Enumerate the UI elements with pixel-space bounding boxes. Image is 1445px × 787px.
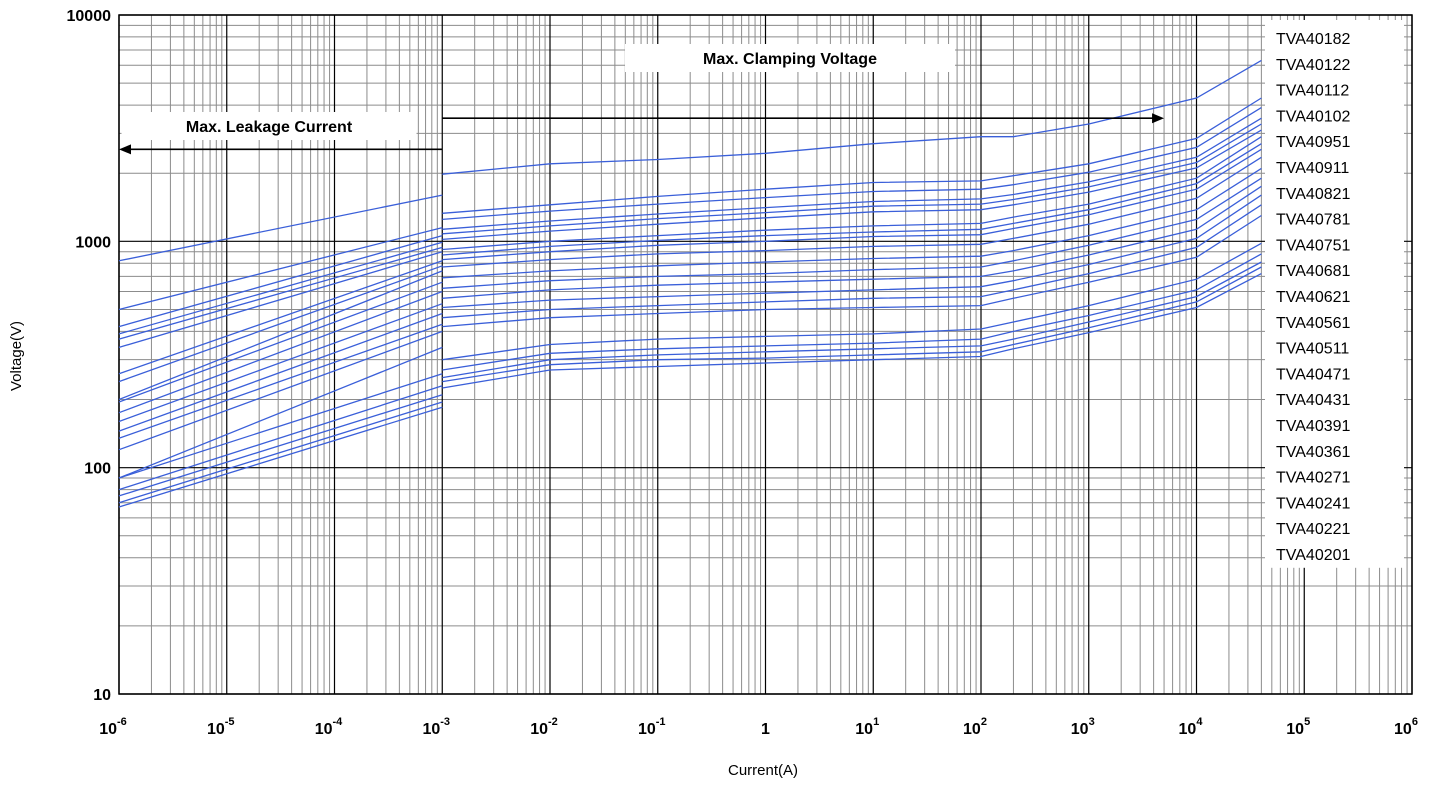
y-tick-label: 10 <box>93 687 111 704</box>
annotation-arrowhead-clamp <box>1152 113 1165 124</box>
plot-frame <box>118 14 1413 695</box>
series-line-clamping-TVA40361 <box>442 242 1262 361</box>
series-line-clamping-TVA40511 <box>442 185 1262 299</box>
series-line-leakage-TVA40751 <box>118 270 443 401</box>
series-line-leakage-TVA40112 <box>118 234 443 328</box>
series-line-clamping-TVA40561 <box>442 177 1262 289</box>
legend-entry-TVA40431: TVA40431 <box>1276 392 1351 409</box>
series-line-leakage-TVA40241 <box>118 394 443 497</box>
series-line-clamping-TVA40201 <box>442 273 1262 389</box>
y-tick-label: 10000 <box>67 8 112 25</box>
series-line-clamping-TVA40182 <box>442 59 1262 175</box>
x-tick-exponent: -1 <box>656 716 666 728</box>
series-line-leakage-TVA40681 <box>118 281 443 403</box>
series-line-leakage-TVA40361 <box>118 373 443 479</box>
series-line-leakage-TVA40781 <box>118 265 443 383</box>
series-line-clamping-TVA40102 <box>442 117 1262 230</box>
x-tick-exponent: 2 <box>981 716 987 728</box>
y-axis-label: Voltage(V) <box>8 321 25 391</box>
series-line-clamping-TVA40911 <box>442 129 1262 241</box>
x-tick-exponent: 3 <box>1089 716 1095 728</box>
annotation-label-clamp: Max. Clamping Voltage <box>703 51 877 68</box>
x-tick-exponent: -3 <box>440 716 450 728</box>
series-line-leakage-TVA40511 <box>118 312 443 432</box>
series-line-clamping-TVA40951 <box>442 123 1262 235</box>
legend-entry-TVA40821: TVA40821 <box>1276 186 1351 203</box>
legend-entry-TVA40681: TVA40681 <box>1276 263 1351 280</box>
legend: TVA40182 TVA40122 TVA40112 TVA40102 TVA40951… <box>1265 20 1404 568</box>
series-line-leakage-TVA40122 <box>118 226 443 311</box>
annotations: Max. Clamping Voltage Max. Leakage Curren… <box>119 44 1165 155</box>
legend-box <box>1265 20 1404 568</box>
x-tick-exponent: -2 <box>548 716 558 728</box>
series-line-clamping-TVA40221 <box>442 266 1262 383</box>
series-line-leakage-TVA40102 <box>118 241 443 335</box>
legend-entry-TVA40201: TVA40201 <box>1276 547 1351 564</box>
series-line-clamping-TVA40391 <box>442 214 1262 328</box>
series-line-clamping-TVA40271 <box>442 253 1262 371</box>
series-line-leakage-TVA40201 <box>118 406 443 508</box>
series-line-clamping-TVA40751 <box>442 148 1262 261</box>
x-tick-exponent: 4 <box>1196 716 1203 728</box>
legend-entry-TVA40122: TVA40122 <box>1276 57 1351 74</box>
series-line-clamping-TVA40122 <box>442 97 1262 214</box>
legend-entry-TVA40911: TVA40911 <box>1276 160 1349 177</box>
series-line-clamping-TVA40471 <box>442 194 1262 309</box>
x-tick-label: 1 <box>761 721 770 738</box>
legend-entry-TVA40781: TVA40781 <box>1276 212 1351 229</box>
series-line-leakage-TVA40951 <box>118 246 443 340</box>
series-line-leakage-TVA40621 <box>118 290 443 414</box>
x-tick-exponent: -4 <box>333 716 344 728</box>
y-tick-label: 100 <box>84 461 111 478</box>
x-axis-label: Current(A) <box>728 762 798 779</box>
legend-entry-TVA40221: TVA40221 <box>1276 521 1351 538</box>
series-line-leakage-TVA40561 <box>118 303 443 423</box>
series-line-leakage-TVA40221 <box>118 401 443 504</box>
legend-entry-TVA40361: TVA40361 <box>1276 444 1351 461</box>
legend-entry-TVA40951: TVA40951 <box>1276 134 1351 151</box>
legend-entry-TVA40561: TVA40561 <box>1276 315 1351 332</box>
series-line-clamping-TVA40431 <box>442 204 1262 319</box>
legend-entry-TVA40182: TVA40182 <box>1276 31 1351 48</box>
x-tick-exponent: 5 <box>1304 716 1310 728</box>
legend-entry-TVA40621: TVA40621 <box>1276 289 1351 306</box>
annotation-label-leak: Max. Leakage Current <box>186 119 353 136</box>
legend-entry-TVA40102: TVA40102 <box>1276 108 1351 125</box>
series-line-clamping-TVA40112 <box>442 107 1262 221</box>
legend-entry-TVA40471: TVA40471 <box>1276 366 1351 383</box>
x-tick-exponent: 6 <box>1412 716 1418 728</box>
series-line-leakage-TVA40821 <box>118 260 443 375</box>
series-line-clamping-TVA40821 <box>442 136 1262 251</box>
annotation-box-clamp <box>625 44 955 72</box>
x-tick-exponent: -5 <box>225 716 235 728</box>
y-tick-label: 1000 <box>75 234 111 251</box>
series-line-leakage-TVA40431 <box>118 330 443 451</box>
legend-entry-TVA40511: TVA40511 <box>1276 341 1349 358</box>
series-line-clamping-TVA40621 <box>442 167 1262 279</box>
series-line-leakage-TVA40391 <box>118 346 443 479</box>
legend-entry-TVA40391: TVA40391 <box>1276 418 1351 435</box>
series-line-leakage-TVA40182 <box>118 194 443 262</box>
x-tick-exponent: -6 <box>117 716 127 728</box>
series-line-clamping-TVA40681 <box>442 156 1262 268</box>
legend-entry-TVA40751: TVA40751 <box>1276 237 1351 254</box>
legend-entry-TVA40241: TVA40241 <box>1276 495 1351 512</box>
legend-entry-TVA40271: TVA40271 <box>1276 470 1351 487</box>
series-line-leakage-TVA40271 <box>118 385 443 491</box>
series-layer <box>118 59 1262 508</box>
series-line-leakage-TVA40471 <box>118 323 443 439</box>
annotation-arrowhead-leak <box>119 144 131 155</box>
legend-entry-TVA40112: TVA40112 <box>1276 83 1349 100</box>
series-line-clamping-TVA40781 <box>442 143 1262 256</box>
annotation-box-leak <box>121 112 417 140</box>
series-line-leakage-TVA40911 <box>118 251 443 349</box>
series-line-clamping-TVA40241 <box>442 261 1262 379</box>
x-tick-exponent: 1 <box>873 716 879 728</box>
